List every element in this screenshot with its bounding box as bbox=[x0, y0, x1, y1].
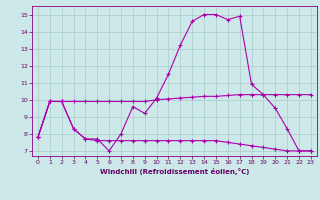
X-axis label: Windchill (Refroidissement éolien,°C): Windchill (Refroidissement éolien,°C) bbox=[100, 168, 249, 175]
